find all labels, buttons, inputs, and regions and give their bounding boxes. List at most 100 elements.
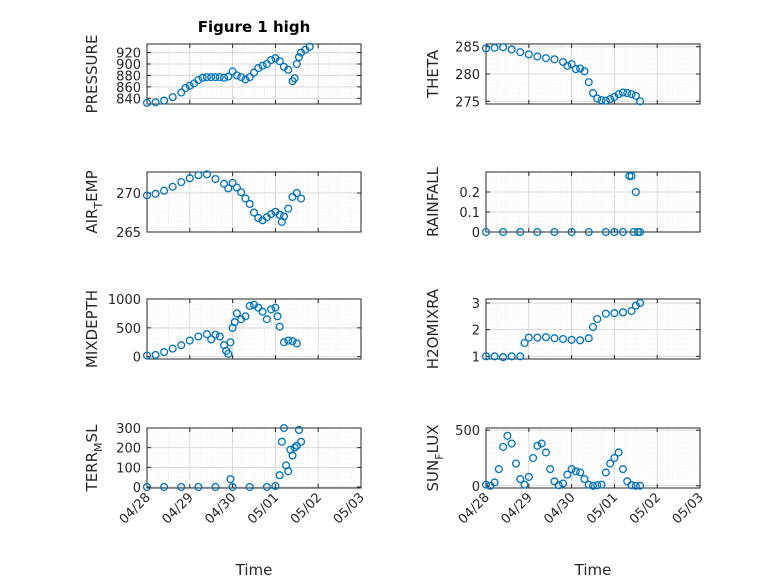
data-point [267, 305, 276, 314]
data-point [211, 174, 220, 184]
data-point [618, 227, 628, 237]
data-point [631, 481, 640, 490]
data-point [292, 188, 301, 198]
minor-grid [485, 298, 701, 360]
data-point [507, 352, 516, 361]
data-point [142, 482, 152, 492]
data-point [194, 332, 203, 341]
data-point [277, 437, 286, 446]
data-point [267, 55, 276, 65]
data-point [168, 182, 177, 191]
data-point [571, 65, 580, 74]
data-point [580, 67, 589, 76]
data-point [284, 467, 293, 476]
data-point [567, 335, 576, 344]
data-point [580, 475, 589, 484]
data-point [194, 75, 203, 85]
axes-box [485, 298, 701, 360]
data-point [211, 482, 220, 492]
y-tick-label: 0.2 [459, 186, 480, 201]
data-point [275, 471, 284, 480]
data-point [593, 94, 602, 103]
data-point [490, 352, 499, 361]
data-point [232, 183, 241, 192]
data-point [271, 481, 280, 491]
data-point [160, 348, 169, 357]
data-point [627, 90, 636, 99]
data-point [226, 475, 235, 484]
data-point [241, 194, 250, 203]
y-axis-label: H2OMIXRA [424, 288, 442, 369]
data-point [537, 439, 546, 448]
data-point [267, 210, 276, 219]
data-point [516, 227, 525, 237]
series-markers [481, 171, 645, 237]
chart-title: Figure 1 high [198, 18, 311, 36]
data-point [606, 95, 615, 104]
data-point [275, 322, 284, 331]
data-point [297, 437, 306, 446]
data-point [228, 482, 237, 492]
y-tick-label: 860 [116, 81, 141, 96]
data-point [601, 96, 610, 105]
y-axis-label: THETA [424, 49, 442, 99]
data-point [151, 350, 160, 360]
data-point [636, 298, 645, 308]
panel-4: 0 500 1000 MIXDEPTH [83, 290, 362, 368]
series-markers [481, 431, 645, 490]
y-tick-label: 0 [472, 226, 480, 241]
data-point [584, 480, 593, 489]
x-axis-label: Time [235, 561, 273, 579]
data-point [142, 191, 152, 200]
data-point [550, 334, 559, 343]
y-tick-label: 285 [455, 41, 480, 56]
data-point [207, 73, 216, 82]
y-tick-label: 500 [455, 424, 480, 439]
y-tick-label: 0 [472, 480, 480, 495]
y-tick-label: 100 [116, 461, 141, 476]
data-point [567, 60, 576, 69]
series-markers [142, 423, 306, 492]
data-point [279, 212, 289, 221]
data-point [232, 309, 241, 318]
data-point [593, 481, 602, 490]
data-point [627, 171, 636, 181]
axes-box [146, 43, 362, 105]
y-tick-label: 0.1 [459, 206, 480, 221]
data-point [254, 303, 263, 312]
data-point [529, 453, 538, 463]
data-point [305, 42, 314, 51]
data-point [610, 453, 619, 463]
data-point [571, 467, 580, 476]
data-point [151, 98, 160, 107]
data-point [511, 459, 521, 468]
series-markers [142, 42, 314, 107]
data-point [516, 475, 525, 484]
data-point [631, 91, 640, 100]
data-point [481, 227, 491, 237]
data-point [177, 482, 186, 492]
panel-2: 265 270 AIRTEMP [83, 170, 362, 241]
data-point [627, 481, 636, 490]
data-point [576, 336, 585, 345]
panel-5: 1 2 3 H2OMIXRA [424, 288, 701, 369]
data-point [202, 170, 211, 179]
data-point [550, 55, 559, 64]
data-point [198, 73, 207, 82]
data-point [160, 96, 169, 105]
data-point [271, 303, 280, 312]
data-point [618, 465, 628, 474]
data-point [254, 63, 263, 73]
minor-grid [485, 427, 701, 489]
y-tick-label: 1 [472, 350, 480, 365]
data-point [520, 338, 529, 348]
y-tick-label: 275 [455, 95, 480, 110]
data-point [567, 465, 576, 474]
data-point [520, 480, 529, 489]
data-point [499, 442, 508, 451]
data-point [237, 188, 246, 197]
axes-box [146, 171, 362, 233]
data-point [284, 204, 293, 213]
data-point [601, 309, 610, 318]
y-axis-label: RAINFALL [424, 166, 442, 237]
